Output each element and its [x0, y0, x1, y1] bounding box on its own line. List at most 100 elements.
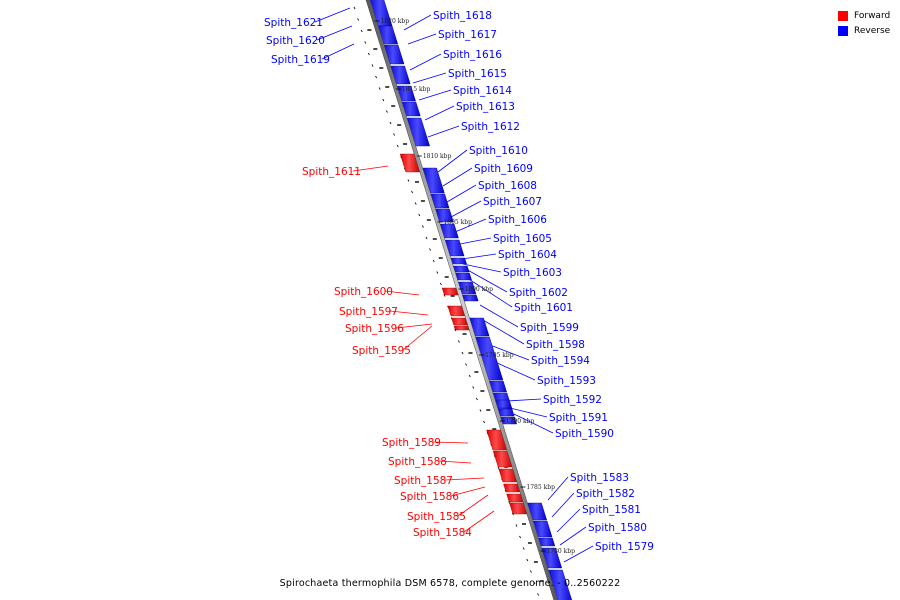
leader-line: [556, 508, 581, 533]
tick-mark: [429, 248, 432, 251]
tick-mark: [418, 213, 421, 217]
tick-mark: [436, 271, 439, 274]
leader-line: [402, 325, 433, 351]
leader-line: [432, 441, 469, 444]
tick-mark: [519, 535, 522, 539]
gene-block: [452, 265, 470, 273]
tick-mark: [457, 340, 460, 343]
tick-mark: [497, 466, 500, 470]
leader-line: [316, 25, 353, 41]
gene-label: Spith_1596: [345, 323, 404, 335]
leader-line: [424, 105, 455, 121]
leader-line: [459, 237, 492, 245]
gene-label: Spith_1608: [478, 180, 537, 192]
leader-line: [395, 323, 433, 329]
leader-line: [450, 486, 486, 497]
tick-mark: [465, 363, 468, 366]
tick-mark: [393, 133, 396, 136]
leader-line: [352, 165, 389, 172]
tick-mark: [389, 121, 392, 125]
leader-line: [506, 398, 542, 402]
leader-line: [454, 218, 487, 233]
leader-line: [314, 7, 351, 23]
leader-line: [409, 53, 442, 71]
gene-label: Spith_1582: [576, 488, 635, 500]
gene-block: [455, 272, 472, 281]
gene-label: Spith_1601: [514, 302, 573, 314]
tick-mark: [375, 75, 378, 79]
tick-mark: [378, 87, 381, 90]
gene-label: Spith_1606: [488, 214, 547, 226]
gene-label: Spith_1590: [555, 428, 614, 440]
gene-label: Spith_1586: [400, 491, 459, 503]
scale-label: 1780 kbp: [546, 548, 575, 555]
genome-backbone: [365, 0, 559, 600]
gene-block: [494, 399, 512, 409]
gene-label: Spith_1620: [266, 35, 325, 47]
gene-block: [462, 294, 479, 302]
scale-label: 1815 kbp: [402, 86, 431, 93]
scale-label: 1800 kbp: [464, 286, 493, 293]
gene-label: Spith_1600: [334, 286, 393, 298]
tick-mark: [529, 570, 532, 573]
tick-mark: [411, 190, 414, 194]
gene-label: Spith_1610: [469, 145, 528, 157]
gene-label: Spith_1621: [264, 17, 323, 29]
leader-line: [418, 89, 452, 101]
gene-label: Spith_1593: [537, 375, 596, 387]
gene-label: Spith_1580: [588, 522, 647, 534]
gene-label: Spith_1612: [461, 121, 520, 133]
leader-line: [389, 310, 429, 316]
leader-line: [450, 200, 482, 218]
leader-line: [463, 510, 495, 533]
gene-block: [450, 257, 467, 265]
forward-swatch: [838, 10, 848, 21]
tick-mark: [396, 144, 399, 148]
legend-forward: Forward: [838, 8, 890, 23]
tick-mark: [360, 29, 363, 33]
leader-line: [444, 477, 485, 481]
gene-block: [451, 317, 468, 326]
tick-mark: [468, 374, 471, 378]
scale-label: 1820 kbp: [381, 18, 410, 25]
tick-mark: [461, 351, 464, 355]
scale-label: 1795 kbp: [485, 352, 514, 359]
gene-label: Spith_1583: [570, 472, 629, 484]
gene-label: Spith_1581: [582, 504, 641, 516]
tick-mark: [475, 397, 478, 401]
gene-block: [503, 483, 521, 493]
gene-label: Spith_1616: [443, 49, 502, 61]
tick-mark: [421, 225, 424, 228]
gene-label: Spith_1592: [543, 394, 602, 406]
gene-label: Spith_1602: [509, 287, 568, 299]
legend-reverse: Reverse: [838, 23, 890, 38]
tick-mark: [407, 179, 410, 182]
leader-line: [513, 413, 554, 434]
leader-line: [547, 476, 569, 501]
tick-mark: [353, 6, 356, 10]
leader-line: [563, 545, 594, 563]
gene-label: Spith_1594: [531, 355, 590, 367]
leader-line: [442, 167, 473, 187]
leader-line: [461, 253, 497, 260]
tick-mark: [526, 558, 529, 562]
gene-label: Spith_1611: [302, 166, 361, 178]
leader-line: [384, 290, 420, 296]
tick-mark: [367, 52, 370, 56]
gene-label: Spith_1609: [474, 163, 533, 175]
leader-line: [462, 263, 502, 273]
leader-line: [489, 344, 530, 361]
gene-label: Spith_1605: [493, 233, 552, 245]
gene-label: Spith_1587: [394, 475, 453, 487]
scale-labels: 1820 kbp 1815 kbp 1810 kbp 1805 kbp 1800 kbp…: [374, 18, 575, 555]
gene-label: Spith_1589: [382, 437, 441, 449]
scale-label: 1785 kbp: [526, 484, 555, 491]
tick-mark: [483, 420, 486, 424]
leader-line: [321, 43, 355, 60]
gene-block: [538, 537, 556, 547]
tick-mark: [515, 524, 518, 527]
tick-mark: [425, 236, 428, 240]
leader-line: [482, 319, 525, 345]
leader-line: [463, 267, 508, 293]
gene-label: Spith_1598: [526, 339, 585, 351]
